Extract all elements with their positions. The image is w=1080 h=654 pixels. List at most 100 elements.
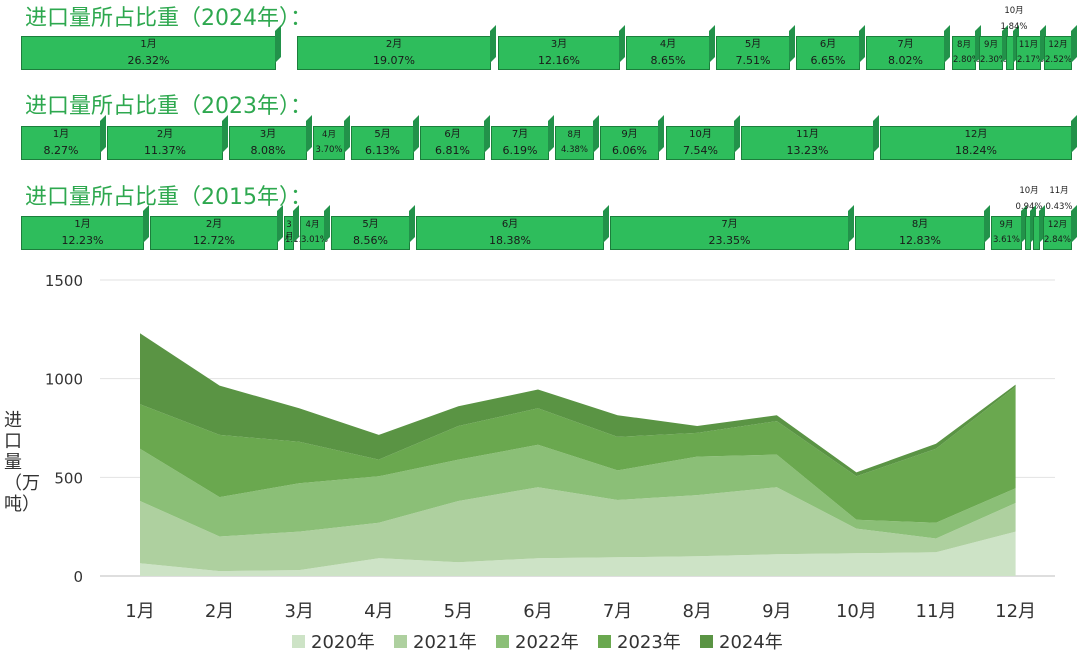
segment-percent-label: 26.32% xyxy=(127,54,170,67)
proportion-bar-2015: 1月 12.23% 2月 12.72% 3月 1.11% 4月 3.01% 5月 8.56% 6月 1… xyxy=(0,186,1080,258)
bar-segment: 11月 13.23% xyxy=(741,126,874,160)
segment-percent-label: 12.83% xyxy=(899,234,941,247)
segment-month-label: 7月 xyxy=(897,39,914,50)
y-tick-label: 1000 xyxy=(45,371,83,389)
bar-segment: 2月 19.07% xyxy=(297,36,491,70)
segment-percent-label: 12.23% xyxy=(61,234,104,247)
legend-label: 2022年 xyxy=(515,632,579,653)
x-tick-label: 6月 xyxy=(523,601,552,622)
segment-percent-label: 2.84% xyxy=(1044,235,1072,245)
legend-label: 2021年 xyxy=(413,632,477,653)
bar-segment: 12月 2.52% xyxy=(1044,36,1072,70)
segment-month-label: 5月 xyxy=(744,39,762,50)
segment-month-label: 10月 xyxy=(1004,6,1024,16)
bar-segment: 4月 3.01% xyxy=(300,216,328,250)
segment-percent-label: 8.56% xyxy=(353,234,388,247)
bar-segment xyxy=(1006,36,1014,70)
x-tick-label: 8月 xyxy=(682,601,711,622)
segment-percent-label: 11.37% xyxy=(144,144,186,157)
x-tick-label: 5月 xyxy=(444,601,473,622)
segment-month-label: 9月 xyxy=(984,40,998,50)
area-series-2022年 xyxy=(140,444,1016,539)
legend-swatch xyxy=(598,634,611,648)
segment-month-label: 12月 xyxy=(1047,220,1068,230)
bar-segment: 1月 12.23% xyxy=(21,216,144,250)
bar-segment: 8月 2.80% xyxy=(952,36,980,70)
segment-month-label: 10月 xyxy=(689,129,712,140)
segment-month-label: 1月 xyxy=(74,219,91,230)
segment-percent-label: 4.38% xyxy=(560,145,588,155)
bar-segment: 6月 18.38% xyxy=(416,216,604,250)
legend-label: 2020年 xyxy=(311,632,375,653)
segment-month-label: 8月 xyxy=(567,130,582,140)
segment-month-label: 11月 xyxy=(796,129,819,140)
segment-month-label: 7月 xyxy=(511,129,529,140)
segment-month-label: 6月 xyxy=(819,39,837,50)
segment-percent-label: 7.54% xyxy=(683,144,718,157)
section-title-2015: 进口量所占比重（2015年）： xyxy=(25,185,312,210)
segment-month-label: 1月 xyxy=(52,129,70,140)
proportion-bar-2023: 1月 8.27% 2月 11.37% 3月 8.08% 4月 3.70% 5月 6.13% 6月 6.… xyxy=(0,118,1080,168)
segment-month-label: 12月 xyxy=(964,129,988,140)
legend-item-2024: 2024年 xyxy=(700,628,783,654)
segment-percent-label: 6.06% xyxy=(612,144,647,157)
segment-month-label: 4月 xyxy=(322,130,336,140)
legend-swatch xyxy=(292,634,305,648)
x-tick-label: 9月 xyxy=(762,601,791,622)
segment-percent-label: 8.02% xyxy=(888,54,923,67)
bar-segment: 9月 2.30% xyxy=(979,36,1008,70)
segment-percent-label: 8.27% xyxy=(43,144,79,157)
bar-segment: 3月 8.08% xyxy=(229,126,307,160)
segment-percent-label: 0.43% xyxy=(1045,202,1073,212)
segment-percent-label: 1.84% xyxy=(1000,22,1028,32)
segment-month-label: 3月 xyxy=(259,129,277,140)
segment-percent-label: 2.17% xyxy=(1017,55,1045,65)
bar-segment: 7月 8.02% xyxy=(866,36,945,70)
bar-segment: 7月 23.35% xyxy=(610,216,849,250)
segment-month-label: 1月 xyxy=(140,39,157,50)
bar-segment: 4月 8.65% xyxy=(626,36,710,70)
segment-month-label: 5月 xyxy=(374,129,391,140)
bar-segment: 3月 12.16% xyxy=(498,36,620,70)
segment-percent-label: 6.13% xyxy=(365,144,400,157)
segment-month-label: 2月 xyxy=(156,129,174,140)
bar-segment xyxy=(1033,216,1040,250)
x-tick-label: 3月 xyxy=(284,601,313,622)
segment-month-label: 2月 xyxy=(205,219,223,230)
segment-percent-label: 8.65% xyxy=(650,54,686,67)
segment-month-label: 3月 xyxy=(285,220,294,242)
legend-label: 2024年 xyxy=(719,632,783,653)
chart-legend: 2020年 2021年 2022年 2023年 2024年 xyxy=(0,628,1080,654)
bar-segment: 10月 7.54% xyxy=(666,126,735,160)
segment-month-label: 8月 xyxy=(911,219,929,230)
x-tick-label: 1月 xyxy=(125,601,154,622)
legend-label: 2023年 xyxy=(617,632,681,653)
segment-percent-label: 13.23% xyxy=(786,144,829,157)
y-tick-label: 1500 xyxy=(45,272,83,290)
y-tick-label: 500 xyxy=(54,469,83,487)
segment-month-label: 6月 xyxy=(444,129,461,140)
legend-swatch xyxy=(394,634,407,648)
segment-month-label: 9月 xyxy=(999,220,1014,230)
segment-month-label: 4月 xyxy=(659,39,677,50)
segment-percent-label: 3.61% xyxy=(992,235,1020,245)
segment-percent-label: 8.08% xyxy=(250,144,286,157)
segment-percent-label: 7.51% xyxy=(735,54,771,67)
segment-percent-label: 19.07% xyxy=(373,54,415,67)
segment-month-label: 3月 xyxy=(550,39,568,50)
bar-segment: 6月 6.81% xyxy=(420,126,485,160)
stacked-area-chart: 0 500 1000 1500 1月 2月 3月 4月 5月 6月 7月 8月 9月 10月 11月 12月 xyxy=(45,272,1055,622)
bar-segment: 7月 6.19% xyxy=(491,126,549,160)
bar-segment: 1月 26.32% xyxy=(21,36,276,70)
segment-month-label: 12月 xyxy=(1048,40,1068,50)
x-tick-label: 7月 xyxy=(603,601,632,622)
segment-month-label: 6月 xyxy=(501,219,519,230)
bar-segment: 5月 7.51% xyxy=(716,36,790,70)
x-tick-label: 4月 xyxy=(364,601,393,622)
bar-segment: 9月 6.06% xyxy=(600,126,659,160)
segment-percent-label: 2.30% xyxy=(980,55,1008,65)
bar-segment xyxy=(1025,216,1031,250)
x-tick-label: 11月 xyxy=(916,601,957,622)
segment-percent-label: 1.11% xyxy=(285,235,313,245)
area-series-2020年 xyxy=(140,531,1016,576)
